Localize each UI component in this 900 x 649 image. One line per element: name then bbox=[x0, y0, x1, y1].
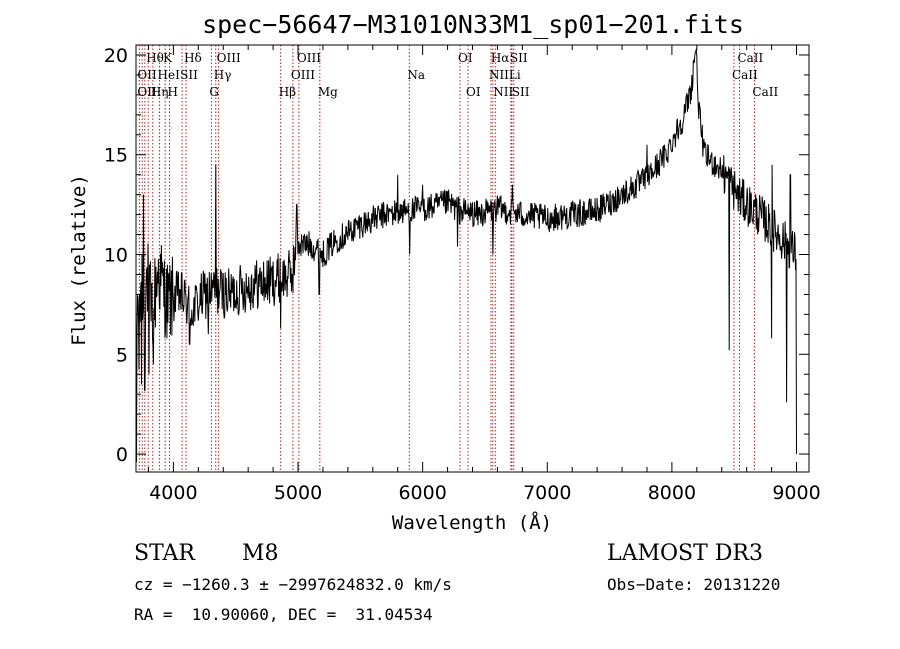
x-tick-label: 4000 bbox=[149, 482, 197, 504]
line-label-25: CaII bbox=[737, 51, 763, 65]
x-tick-label: 7000 bbox=[523, 482, 571, 504]
line-label-11: G bbox=[209, 85, 219, 99]
y-ticks: 0 5 10 15 20 bbox=[104, 45, 809, 466]
line-label-22: Li bbox=[509, 68, 521, 82]
redshift-readout: cz = −1260.3 ± −2997624832.0 km/s bbox=[134, 575, 452, 594]
line-label-26: CaII bbox=[732, 68, 758, 82]
line-label-20: SII bbox=[510, 51, 528, 65]
line-label-18: OI bbox=[466, 85, 481, 99]
y-tick-label: 0 bbox=[116, 444, 128, 466]
coordinates-readout: RA = 10.90060, DEC = 31.04534 bbox=[134, 605, 433, 624]
line-label-17: OI bbox=[458, 51, 473, 65]
line-label-21: NII bbox=[489, 68, 509, 82]
line-label-24: SII bbox=[512, 85, 530, 99]
line-label-15: Mg bbox=[318, 85, 338, 99]
line-label-6: SII bbox=[180, 68, 198, 82]
observation-date: Obs−Date: 20131220 bbox=[607, 575, 781, 594]
x-tick-label: 8000 bbox=[648, 482, 696, 504]
object-class: STAR bbox=[134, 541, 195, 566]
line-label-8: OII bbox=[137, 85, 157, 99]
line-label-4: OII bbox=[137, 68, 157, 82]
line-label-14: Hβ bbox=[279, 85, 296, 99]
x-axis-label: Wavelength (Å) bbox=[392, 511, 552, 534]
line-label-1: K bbox=[163, 51, 173, 65]
line-label-5: HeI bbox=[158, 68, 181, 82]
line-label-13: OIII bbox=[291, 68, 315, 82]
survey-name: LAMOST DR3 bbox=[607, 541, 763, 566]
y-tick-label: 20 bbox=[104, 45, 128, 67]
line-label-16: Na bbox=[407, 68, 425, 82]
line-label-12: OIII bbox=[297, 51, 321, 65]
line-label-27: CaII bbox=[752, 85, 778, 99]
chart-title: spec−56647−M31010N33M1_sp01−201.fits bbox=[202, 10, 744, 39]
line-markers bbox=[138, 45, 755, 472]
x-tick-label: 9000 bbox=[772, 482, 820, 504]
y-tick-label: 5 bbox=[116, 344, 128, 366]
line-label-10: H bbox=[168, 85, 178, 99]
line-label-19: Hα bbox=[491, 51, 510, 65]
line-label-7: Hγ bbox=[214, 68, 232, 82]
x-tick-label: 6000 bbox=[398, 482, 446, 504]
line-label-2: Hδ bbox=[184, 51, 202, 65]
line-label-3: OIII bbox=[217, 51, 241, 65]
line-label-0: Hθ bbox=[146, 51, 164, 65]
y-axis-label: Flux (relative) bbox=[68, 174, 90, 346]
y-tick-label: 10 bbox=[104, 245, 128, 267]
plot-frame bbox=[135, 44, 810, 473]
x-tick-label: 5000 bbox=[274, 482, 322, 504]
y-tick-label: 15 bbox=[104, 145, 128, 167]
object-subclass: M8 bbox=[242, 541, 279, 566]
line-label-9: Hη bbox=[151, 85, 169, 99]
spectrum-series bbox=[135, 48, 797, 463]
line-label-23: NII bbox=[493, 85, 513, 99]
x-ticks: 4000 5000 6000 7000 8000 9000 bbox=[147, 45, 821, 504]
